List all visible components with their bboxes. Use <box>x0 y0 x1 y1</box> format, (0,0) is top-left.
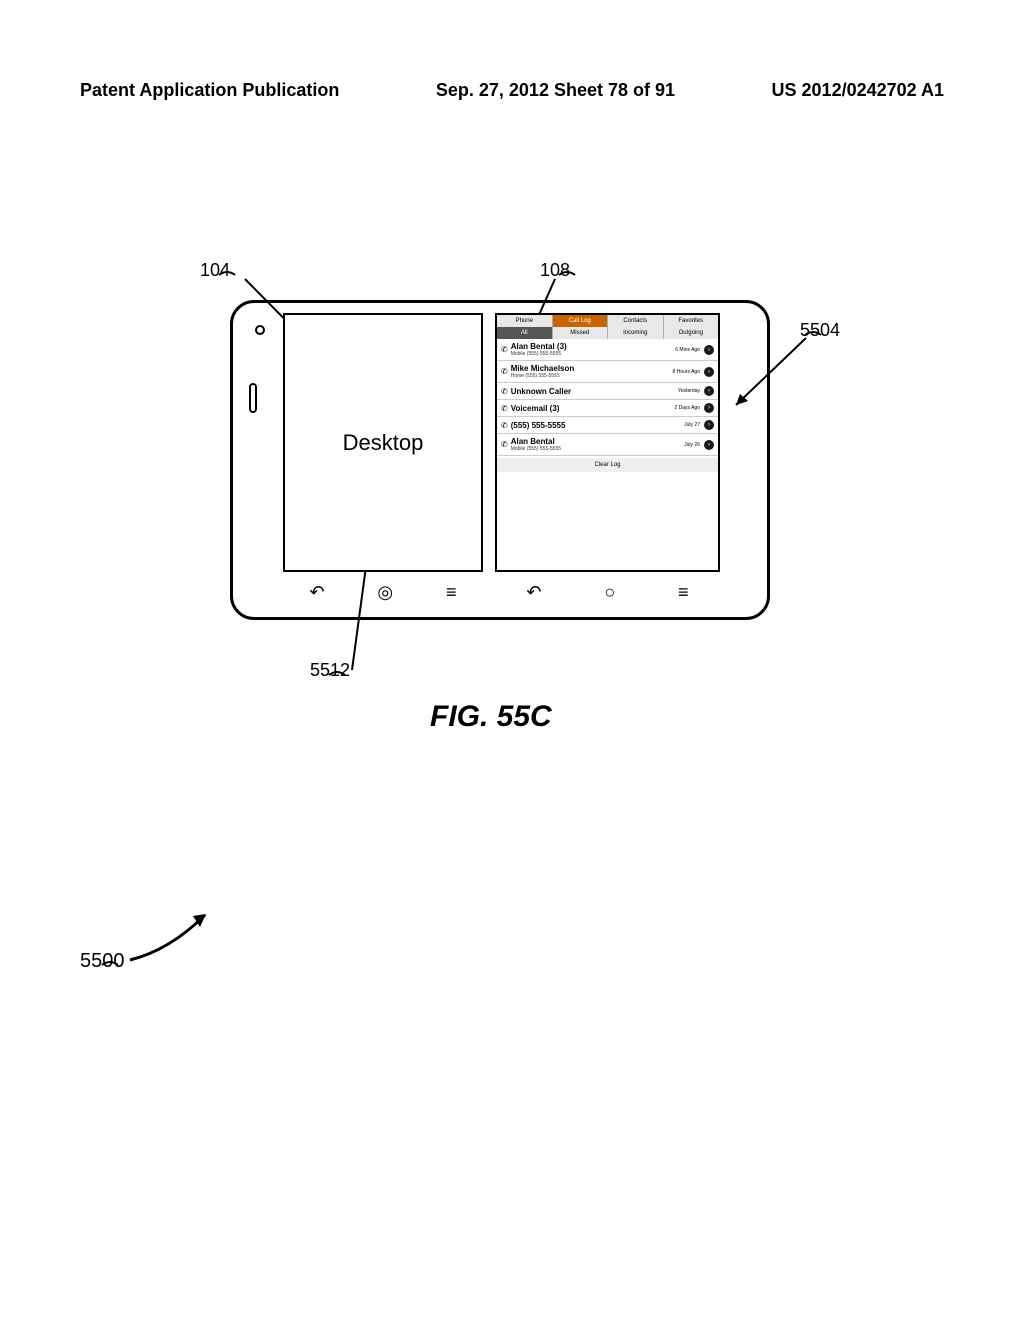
call-sub: Mobile (555) 555-5555 <box>511 351 567 357</box>
call-item[interactable]: ✆Alan BentalMobile (555) 555-5555 July 26… <box>497 434 718 456</box>
info-icon[interactable]: › <box>704 403 714 413</box>
menu-icon[interactable]: ≡ <box>446 582 457 603</box>
tabs-top: PhoneCall LogContactsFavorites <box>497 315 718 327</box>
ref-5500: 5500 <box>80 950 125 973</box>
camera-icon <box>255 325 265 335</box>
home-o-icon[interactable]: ○ <box>604 582 615 603</box>
dual-screen-device: Desktop PhoneCall LogContactsFavorites A… <box>230 300 770 620</box>
handset-icon: ✆ <box>501 387 508 396</box>
figure-label: FIG. 55C <box>430 700 552 734</box>
filter-incoming[interactable]: Incoming <box>608 327 664 339</box>
call-item[interactable]: ✆Voicemail (3) 2 Days Ago › <box>497 400 718 417</box>
info-icon[interactable]: › <box>704 440 714 450</box>
back-icon[interactable]: ↶ <box>526 582 541 603</box>
menu-icon[interactable]: ≡ <box>678 582 689 603</box>
call-time: Yesterday <box>678 388 700 394</box>
ref-108: 108 <box>540 260 570 281</box>
call-name: Alan Bental <box>511 437 561 446</box>
clear-log[interactable]: Clear Log <box>497 458 718 472</box>
info-icon[interactable]: › <box>704 367 714 377</box>
home-circle-icon[interactable]: ◎ <box>377 582 393 603</box>
filter-outgoing[interactable]: Outgoing <box>664 327 719 339</box>
call-sub: Mobile (555) 555-5555 <box>511 446 561 452</box>
handset-icon: ✆ <box>501 367 508 376</box>
ref-104: 104 <box>200 260 230 281</box>
info-icon[interactable]: › <box>704 345 714 355</box>
header-right: US 2012/0242702 A1 <box>772 80 944 101</box>
call-time: July 27 <box>684 422 700 428</box>
desktop-label: Desktop <box>285 430 481 456</box>
page-header: Patent Application Publication Sep. 27, … <box>0 80 1024 101</box>
call-time: 8 Hours Ago <box>672 369 700 375</box>
call-time: July 26 <box>684 442 700 448</box>
handset-icon: ✆ <box>501 345 508 354</box>
handset-icon: ✆ <box>501 440 508 449</box>
header-left: Patent Application Publication <box>80 80 339 101</box>
call-sub: Home (555) 555-5555 <box>511 373 575 379</box>
call-item[interactable]: ✆(555) 555-5555 July 27 › <box>497 417 718 434</box>
ref-5512: 5512 <box>310 660 350 681</box>
info-icon[interactable]: › <box>704 420 714 430</box>
ref-5504: 5504 <box>800 320 840 341</box>
tab-contacts[interactable]: Contacts <box>608 315 664 327</box>
filter-all[interactable]: All <box>497 327 553 339</box>
call-item[interactable]: ✆Unknown Caller Yesterday › <box>497 383 718 400</box>
nav-buttons-right: ↶ ○ ≡ <box>495 577 720 607</box>
call-name: Mike Michaelson <box>511 364 575 373</box>
handset-icon: ✆ <box>501 404 508 413</box>
figure-area: 104 108 5504 5512 5500 Desktop PhoneCall… <box>0 180 1024 1080</box>
back-icon[interactable]: ↶ <box>309 582 324 603</box>
call-item[interactable]: ✆Alan Bental (3)Mobile (555) 555-5555 6 M… <box>497 339 718 361</box>
call-name: (555) 555-5555 <box>511 421 566 430</box>
call-name: Unknown Caller <box>511 387 571 396</box>
call-item[interactable]: ✆Mike MichaelsonHome (555) 555-5555 8 Hou… <box>497 361 718 383</box>
filter-missed[interactable]: Missed <box>553 327 609 339</box>
tab-call-log[interactable]: Call Log <box>553 315 609 327</box>
call-list: ✆Alan Bental (3)Mobile (555) 555-55556 M… <box>497 339 718 456</box>
handset-icon: ✆ <box>501 421 508 430</box>
tab-phone[interactable]: Phone <box>497 315 553 327</box>
tab-favorites[interactable]: Favorites <box>664 315 719 327</box>
call-name: Alan Bental (3) <box>511 342 567 351</box>
speaker-slot <box>249 383 257 413</box>
right-screen: PhoneCall LogContactsFavorites AllMissed… <box>495 313 720 572</box>
nav-buttons-left: ↶ ◎ ≡ <box>283 577 483 607</box>
call-time: 2 Days Ago <box>674 405 700 411</box>
call-time: 6 Mins Ago <box>675 347 700 353</box>
left-screen: Desktop <box>283 313 483 572</box>
call-name: Voicemail (3) <box>511 404 560 413</box>
tabs-mid: AllMissedIncomingOutgoing <box>497 327 718 339</box>
info-icon[interactable]: › <box>704 386 714 396</box>
header-center: Sep. 27, 2012 Sheet 78 of 91 <box>436 80 675 101</box>
